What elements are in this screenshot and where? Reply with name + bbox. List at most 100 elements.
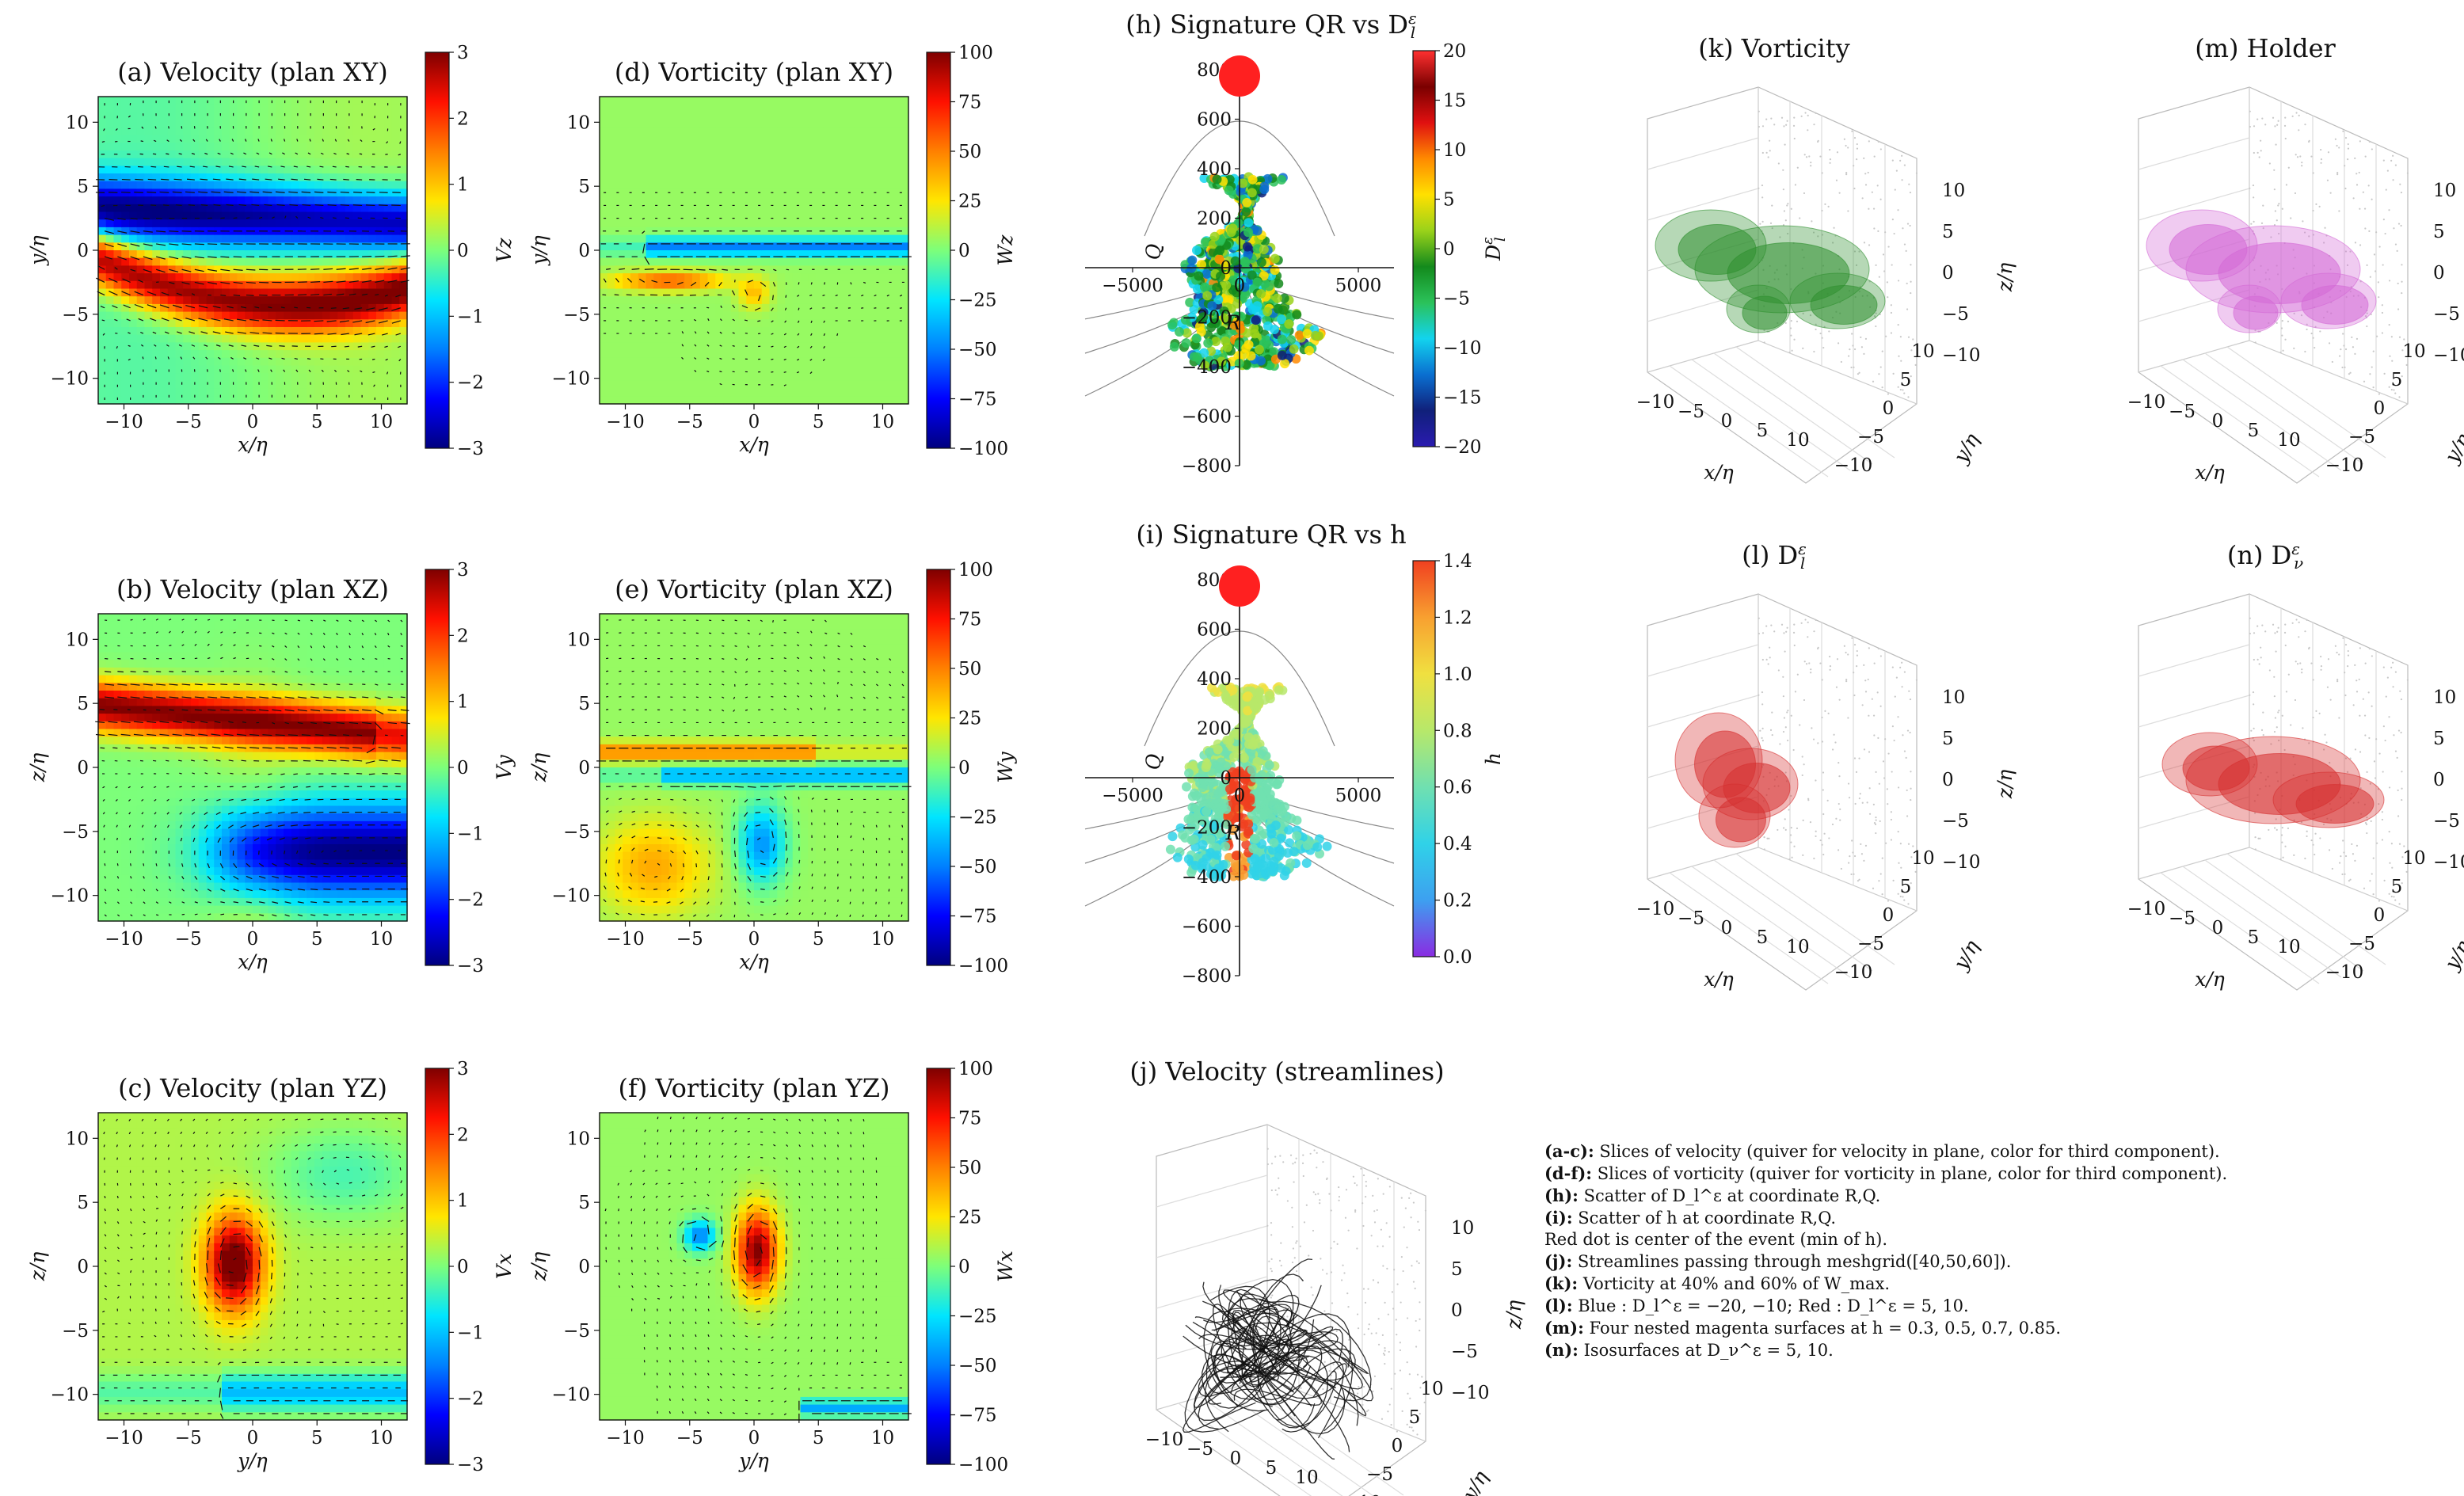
quiver-arrow (378, 307, 388, 311)
heatmap-cell (121, 1396, 130, 1406)
heatmap-cell (329, 181, 338, 189)
heatmap-cell (299, 714, 307, 722)
heatmap-cell (376, 790, 385, 799)
heatmap-cell (98, 120, 107, 128)
heatmap-cell (136, 1174, 146, 1182)
quiver-arrow (166, 824, 169, 828)
heatmap-cell (113, 660, 122, 668)
heatmap-cell (167, 1319, 177, 1329)
heatmap-cell (175, 1190, 184, 1198)
heatmap-cell (191, 767, 200, 776)
heatmap-cell (284, 782, 292, 791)
heatmap-cell (152, 135, 161, 143)
heatmap-cell (113, 1266, 122, 1275)
heatmap-cell (268, 135, 276, 143)
quiver-arrow (347, 370, 350, 373)
quiver-arrow (323, 862, 329, 865)
heatmap-cell (376, 890, 385, 899)
heatmap-cell (160, 1296, 169, 1306)
heatmap-cell (98, 234, 107, 243)
quiver-arrow (166, 759, 169, 762)
heatmap-cell (206, 691, 215, 699)
heatmap-cell (253, 196, 261, 205)
heatmap-cell (383, 173, 393, 182)
heatmap-cell (253, 882, 261, 891)
quiver-arrow (366, 192, 375, 193)
heatmap-cell (260, 759, 269, 768)
quiver-arrow (147, 721, 157, 724)
quiver-arrow (155, 631, 158, 634)
heatmap-cell (222, 652, 230, 660)
heatmap-cell (268, 334, 276, 343)
heatmap-cell (113, 365, 122, 374)
heatmap-cell (183, 836, 192, 845)
x-tick-label: −5 (175, 412, 202, 432)
heatmap-cell (214, 913, 223, 922)
heatmap-cell (160, 729, 169, 737)
heatmap-cell (198, 767, 208, 776)
heatmap-cell (198, 614, 208, 622)
heatmap-cell (307, 621, 315, 630)
heatmap-cell (322, 173, 331, 182)
heatmap-cell (121, 280, 130, 290)
heatmap-cell (260, 790, 269, 799)
heatmap-cell (360, 242, 369, 251)
heatmap-cell (237, 759, 246, 768)
heatmap-cell (144, 629, 153, 638)
heatmap-cell (291, 288, 300, 297)
heatmap-cell (314, 280, 323, 290)
heatmap-cell (191, 288, 200, 297)
heatmap-cell (337, 759, 346, 768)
heatmap-cell (222, 204, 230, 213)
heatmap-cell (191, 1113, 200, 1121)
quiver-arrow (336, 683, 341, 686)
heatmap-cell (245, 319, 253, 328)
quiver-arrow (246, 683, 253, 686)
heatmap-cell (245, 112, 253, 120)
heatmap-cell (144, 1190, 153, 1198)
heatmap-cell (276, 112, 284, 120)
heatmap-cell (214, 874, 223, 884)
heatmap-cell (198, 1258, 208, 1267)
heatmap-cell (98, 273, 107, 282)
heatmap-cell (391, 851, 400, 860)
heatmap-cell (291, 706, 300, 714)
heatmap-cell (360, 621, 369, 630)
heatmap-cell (391, 226, 400, 236)
heatmap-cell (314, 396, 323, 405)
quiver-arrow (262, 734, 272, 737)
heatmap-cell (136, 1159, 146, 1167)
heatmap-cell (299, 874, 307, 884)
heatmap-cell (329, 150, 338, 159)
heatmap-cell (345, 828, 354, 837)
y-tick-label: −10 (50, 886, 89, 907)
heatmap-cell (105, 120, 115, 128)
quiver-arrow (352, 204, 363, 207)
heatmap-cell (352, 667, 362, 676)
heatmap-cell (253, 303, 261, 313)
heatmap-cell (136, 219, 146, 228)
heatmap-cell (105, 1151, 115, 1159)
heatmap-cell (144, 150, 153, 159)
heatmap-cell (191, 1174, 200, 1182)
heatmap-cell (391, 104, 400, 112)
heatmap-cell (167, 828, 177, 837)
heatmap-cell (399, 820, 408, 830)
heatmap-cell (360, 797, 369, 807)
quiver-arrow (236, 733, 246, 737)
heatmap-cell (175, 759, 184, 768)
heatmap-cell (105, 196, 115, 205)
heatmap-cell (98, 1190, 107, 1198)
heatmap-cell (129, 1366, 138, 1375)
heatmap-cell (376, 767, 385, 776)
heatmap-cell (121, 112, 130, 120)
heatmap-cell (98, 311, 107, 320)
quiver-arrow (114, 267, 118, 270)
heatmap-cell (121, 652, 130, 660)
heatmap-cell (299, 782, 307, 791)
heatmap-cell (368, 319, 377, 328)
heatmap-cell (245, 820, 253, 830)
heatmap-cell (268, 120, 276, 128)
heatmap-cell (345, 350, 354, 359)
heatmap-cell (105, 1235, 115, 1244)
